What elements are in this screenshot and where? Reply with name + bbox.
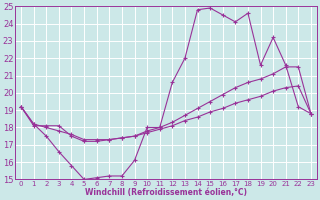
X-axis label: Windchill (Refroidissement éolien,°C): Windchill (Refroidissement éolien,°C) [85,188,247,197]
